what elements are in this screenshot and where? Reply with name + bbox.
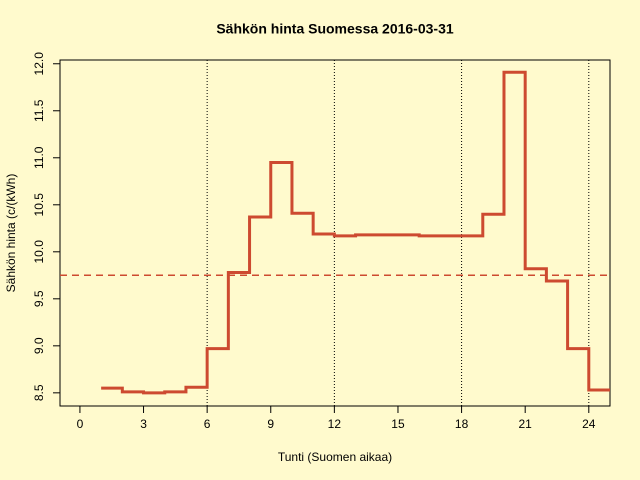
x-tick-label: 3 xyxy=(140,417,147,431)
x-axis-label: Tunti (Suomen aikaa) xyxy=(278,450,392,464)
y-tick-label: 8.5 xyxy=(32,384,46,401)
y-tick-label: 10.5 xyxy=(32,193,46,217)
x-tick-label: 21 xyxy=(519,417,533,431)
y-tick-label: 10.0 xyxy=(32,240,46,264)
x-tick-label: 24 xyxy=(582,417,596,431)
x-tick-label: 15 xyxy=(391,417,405,431)
x-tick-label: 9 xyxy=(267,417,274,431)
plot-frame xyxy=(59,59,611,407)
x-tick-label: 0 xyxy=(77,417,84,431)
chart-title: Sähkön hinta Suomessa 2016-03-31 xyxy=(216,21,454,37)
y-tick-label: 9.0 xyxy=(32,337,46,354)
y-tick-label: 11.0 xyxy=(32,146,46,169)
y-tick-label: 9.5 xyxy=(32,290,46,307)
y-tick-label: 12.0 xyxy=(32,52,46,76)
x-tick-label: 12 xyxy=(328,417,342,431)
x-tick-label: 18 xyxy=(455,417,469,431)
x-tick-label: 6 xyxy=(204,417,211,431)
y-tick-label: 11.5 xyxy=(32,99,46,122)
y-axis-label: Sähkön hinta (c/(kWh) xyxy=(4,174,18,293)
step-line xyxy=(101,70,610,395)
